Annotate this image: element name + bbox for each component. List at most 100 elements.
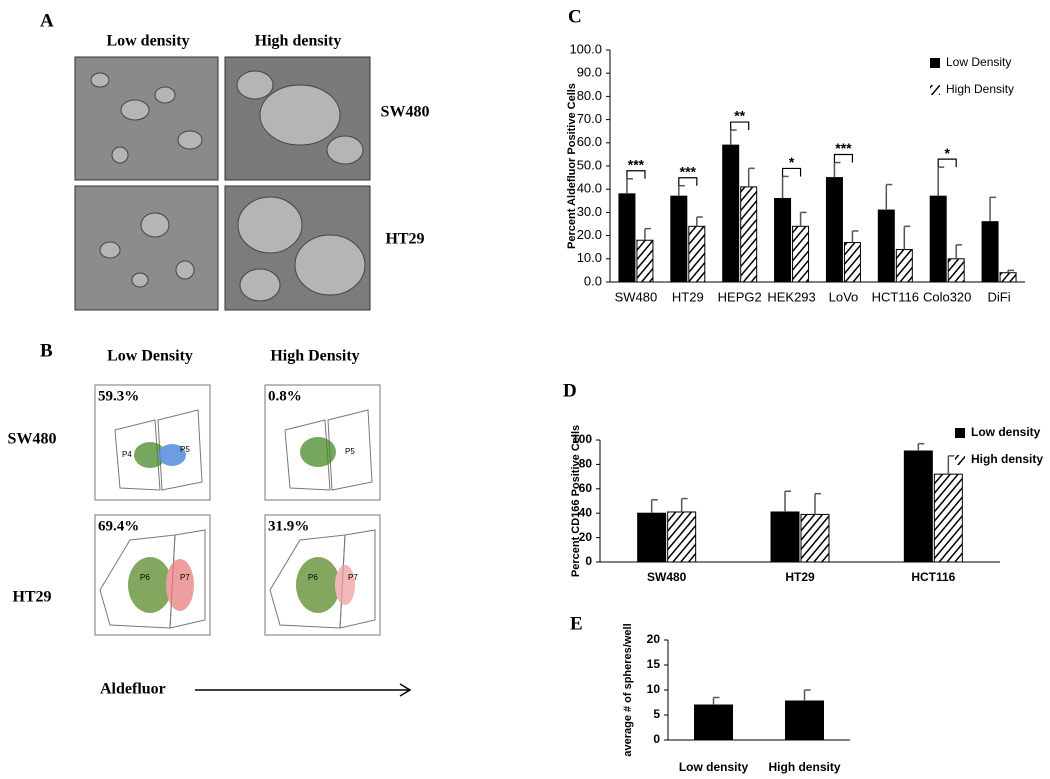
x-tick-label: Low density: [679, 760, 749, 774]
x-tick-label: SW480: [615, 289, 658, 304]
y-tick-label: 15: [647, 657, 661, 671]
significance-label: **: [734, 108, 745, 124]
bar: [792, 225, 810, 283]
significance-bracket: [626, 170, 646, 179]
bar: [877, 209, 895, 283]
significance-bracket: [833, 153, 854, 163]
legend-label: Low density: [971, 425, 1041, 439]
panel-label: A: [40, 10, 54, 31]
y-axis-label: average # of spheres/well: [622, 623, 634, 756]
bar: [903, 450, 933, 563]
x-tick-label: DiFi: [988, 289, 1011, 304]
gate-label: P5: [345, 447, 355, 456]
y-tick-label: 100.0: [569, 41, 602, 56]
y-tick-label: 10.0: [577, 250, 602, 265]
gate-label: P4: [122, 450, 132, 459]
x-tick-label: HCT116: [872, 289, 919, 304]
significance-label: ***: [835, 140, 852, 156]
x-tick-label: Colo320: [923, 289, 971, 304]
y-tick-label: 50.0: [577, 157, 602, 172]
bar: [688, 225, 706, 283]
bar: [667, 511, 697, 563]
y-tick-label: 20: [579, 530, 593, 544]
x-tick-label: SW480: [647, 570, 687, 584]
bar: [670, 195, 688, 283]
y-tick-label: 10: [647, 682, 661, 696]
y-tick-label: 90.0: [577, 65, 602, 80]
flow-events: [128, 437, 355, 613]
row-label: HT29: [12, 589, 51, 606]
y-tick-label: 0.0: [584, 273, 602, 288]
column-header: Low Density: [107, 348, 193, 365]
bar: [722, 144, 740, 283]
y-tick-label: 40.0: [577, 181, 602, 196]
x-tick-label: HEPG2: [718, 289, 762, 304]
bar: [637, 512, 667, 563]
bar: [800, 513, 830, 563]
gate-label: P6: [308, 573, 318, 582]
bar: [694, 704, 733, 741]
bar: [947, 258, 965, 283]
micrographs: [74, 56, 371, 311]
row-label: HT29: [385, 231, 424, 248]
arrow: [195, 683, 412, 697]
legend-swatch: [955, 455, 965, 465]
legend-swatch: [930, 58, 940, 68]
panel-label: C: [568, 6, 582, 27]
y-tick-label: 40: [579, 505, 593, 519]
y-tick-label: 100: [572, 432, 592, 446]
percent-label: 0.8%: [268, 388, 302, 404]
percent-label: 59.3%: [98, 388, 139, 404]
x-tick-label: HT29: [785, 570, 815, 584]
gate-label: P5: [180, 445, 190, 454]
bar: [740, 186, 758, 283]
y-tick-label: 80: [579, 457, 593, 471]
y-tick-label: 30.0: [577, 204, 602, 219]
legend-swatch: [955, 428, 965, 438]
x-tick-label: LoVo: [829, 289, 859, 304]
x-tick-label: HCT116: [911, 570, 955, 584]
significance-label: *: [944, 145, 950, 161]
legend-label: Low Density: [946, 55, 1011, 69]
significance-bracket: [937, 158, 957, 168]
bar: [843, 242, 861, 283]
bar: [785, 700, 824, 741]
y-tick-label: 70.0: [577, 111, 602, 126]
significance-bracket: [678, 177, 698, 186]
column-header: High density: [255, 33, 342, 50]
y-tick-label: 20.0: [577, 227, 602, 242]
panel-label: B: [40, 340, 53, 361]
bar: [618, 193, 636, 283]
bar: [933, 473, 963, 563]
significance-label: *: [789, 154, 795, 170]
y-axis-label: Percent CD166 Positive Cells: [570, 425, 582, 577]
column-header: Low density: [106, 33, 189, 50]
column-header: High Density: [270, 348, 359, 365]
x-tick-label: HT29: [672, 289, 704, 304]
y-axis-label: Percent Aldefluor Positive Cells: [566, 83, 578, 249]
bar: [636, 239, 654, 283]
y-tick-label: 60: [579, 481, 593, 495]
panel-label: D: [563, 380, 577, 401]
y-tick-label: 5: [653, 707, 660, 721]
significance-bracket: [781, 167, 802, 177]
legend-label: High density: [971, 452, 1043, 466]
y-tick-label: 0: [585, 554, 592, 568]
gate-label: P6: [140, 573, 150, 582]
bar: [825, 177, 843, 283]
bar: [999, 272, 1017, 283]
x-axis-label: Aldefluor: [100, 681, 166, 698]
legend-swatch: [930, 85, 940, 95]
row-label: SW480: [8, 431, 57, 448]
gate-label: P7: [348, 573, 358, 582]
bar: [774, 197, 792, 283]
bar: [981, 221, 999, 283]
panel-label: E: [570, 613, 583, 634]
bar: [895, 249, 913, 283]
x-tick-label: High density: [768, 760, 840, 774]
y-tick-label: 0: [653, 732, 660, 746]
percent-label: 31.9%: [268, 518, 309, 534]
y-tick-label: 80.0: [577, 88, 602, 103]
